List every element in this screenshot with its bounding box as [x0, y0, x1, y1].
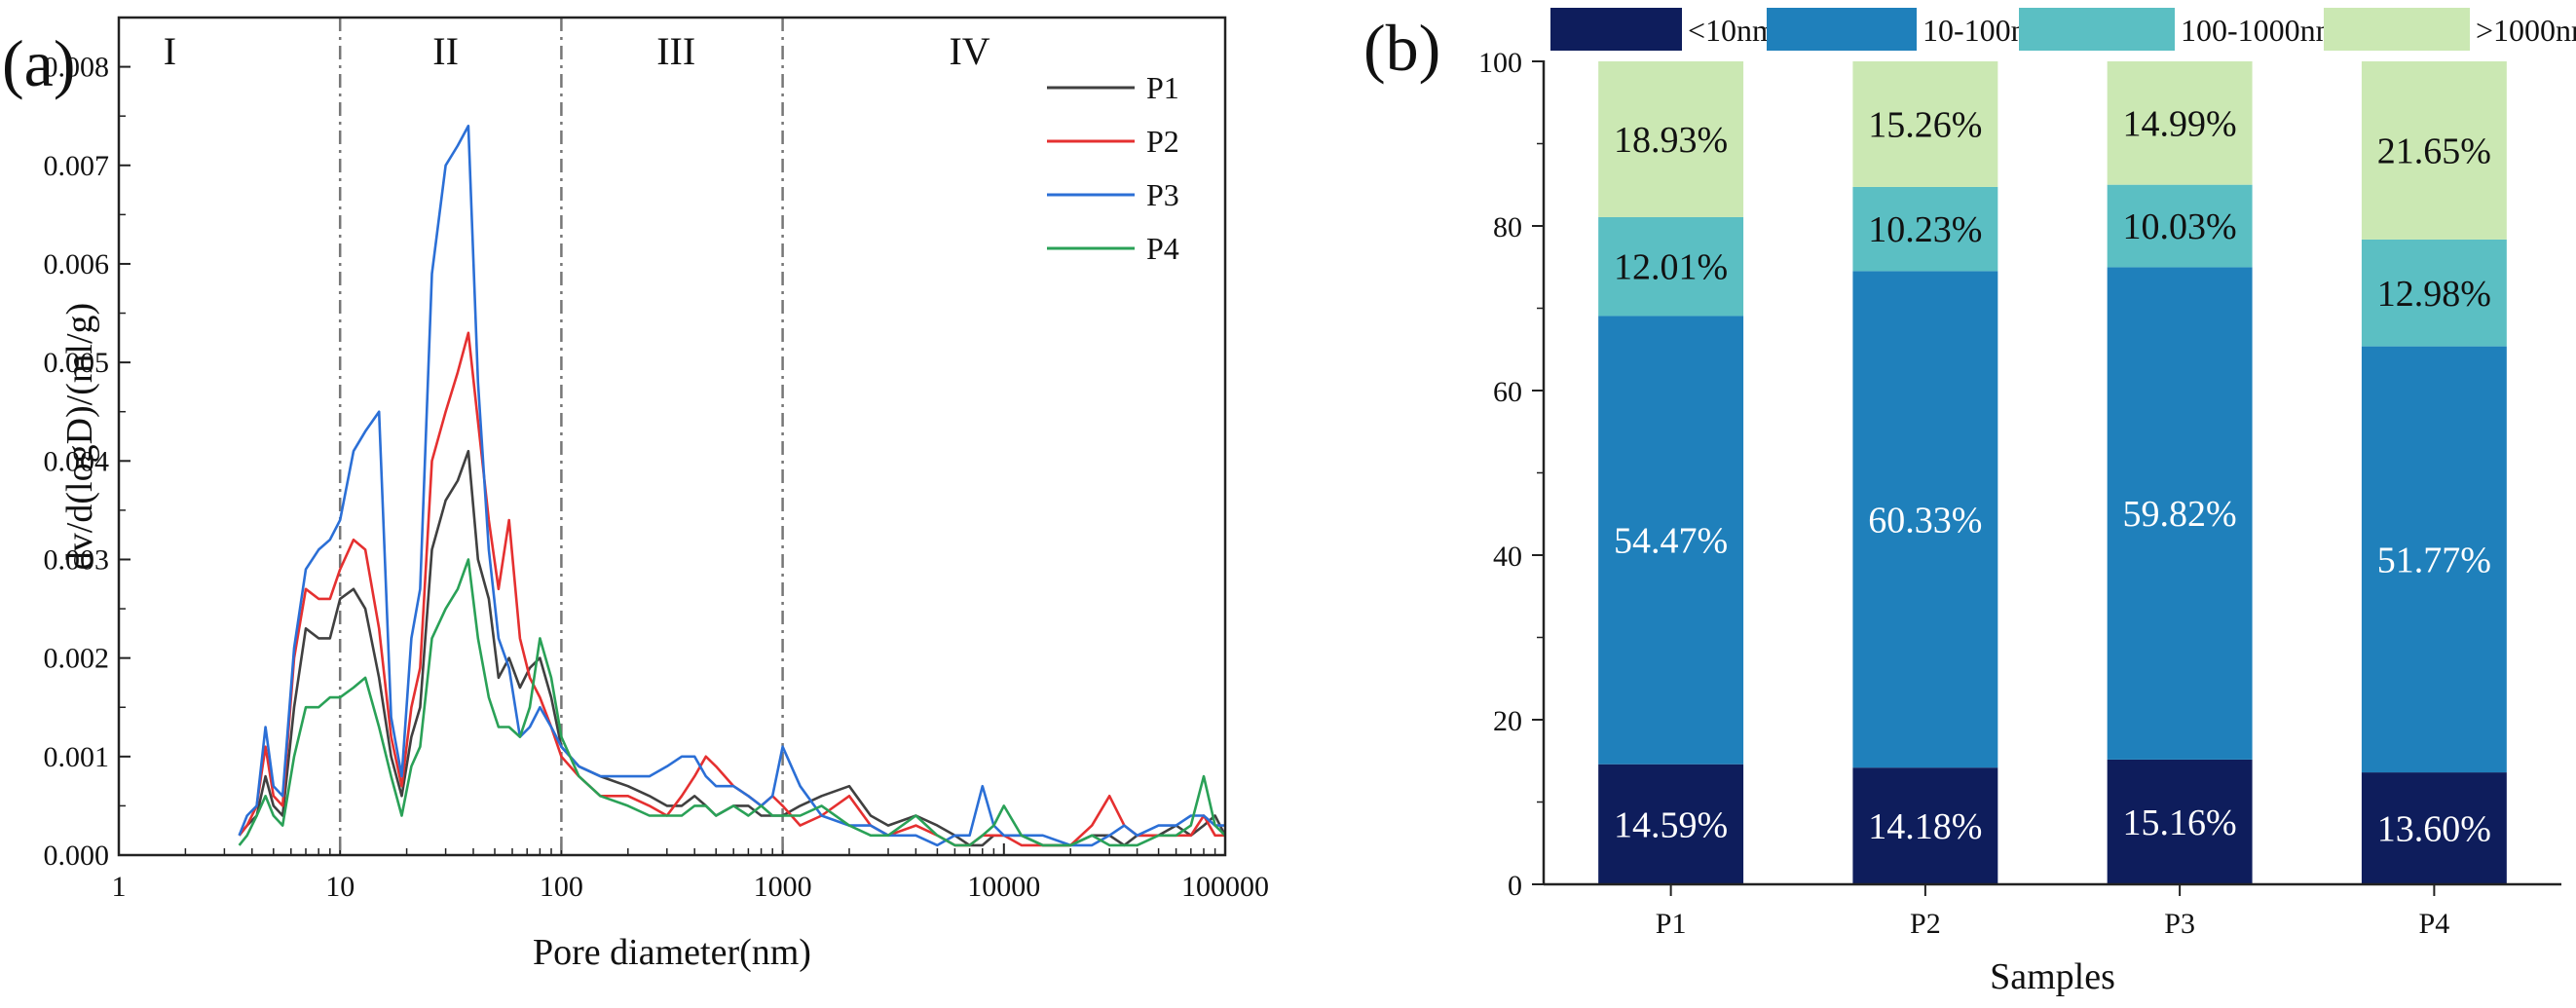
bar-value-label: 21.65%	[2377, 131, 2491, 171]
legend-label-0: <10nm	[1688, 13, 1776, 48]
bar-value-label: 59.82%	[2123, 494, 2237, 535]
bar-value-label: 51.77%	[2377, 540, 2491, 580]
bar-value-label: 60.33%	[1868, 500, 1982, 541]
series-line-P3	[238, 125, 1225, 847]
bar-value-label: 10.23%	[1868, 209, 1982, 250]
bar-segment-P4	[2361, 239, 2507, 347]
legend-label-P2: P2	[1146, 124, 1179, 159]
x-axis-title-b: Samples	[1990, 956, 2115, 997]
legend-label-3: >1000nm	[2476, 13, 2576, 48]
x-tick-label: P2	[1910, 908, 1941, 940]
region-label-III: III	[656, 29, 695, 73]
bar-value-label: 13.60%	[2377, 809, 2491, 850]
bar-value-label: 12.01%	[1614, 247, 1728, 288]
y-tick-label: 60	[1493, 376, 1522, 408]
y-tick-label: 40	[1493, 541, 1522, 573]
bar-segment-P3	[2107, 759, 2253, 884]
bar-segment-P2	[1852, 767, 1998, 884]
bar-segment-P2	[1852, 61, 1998, 187]
bar-value-label: 14.18%	[1868, 806, 1982, 847]
bar-segment-P2	[1852, 186, 1998, 272]
x-tick-label: 1000	[754, 871, 812, 903]
x-tick-label: 10	[325, 871, 355, 903]
y-tick-label: 100	[1478, 47, 1522, 79]
legend-swatch-1	[1767, 8, 1917, 51]
region-labels: I II III IV	[164, 29, 990, 73]
bar-value-label: 10.03%	[2123, 206, 2237, 247]
bar-segment-P4	[2361, 346, 2507, 773]
bar-segment-P2	[1852, 271, 1998, 768]
series-lines	[238, 125, 1227, 847]
y-tick-label: 0.002	[44, 643, 110, 675]
stacked-bars: 14.59% 54.47% 12.01% 18.93% 14.18% 60.33% 10.2…	[1598, 61, 2507, 884]
bar-segment-P4	[2361, 772, 2507, 884]
legend-label-P4: P4	[1146, 231, 1179, 266]
bar-segment-P3	[2107, 61, 2253, 185]
legend-swatch-2	[2019, 8, 2175, 51]
legend-label-P1: P1	[1146, 70, 1179, 105]
legend-swatch-3	[2324, 8, 2470, 51]
bar-segment-P1	[1598, 61, 1744, 217]
y-tick-label: 0.001	[44, 741, 110, 773]
x-axis-title-a: Pore diameter(nm)	[533, 932, 811, 973]
legend-a: P1 P2 P3 P4	[1047, 70, 1179, 266]
bar-value-label: 14.99%	[2123, 103, 2237, 144]
y-tick-label: 0.006	[44, 248, 110, 280]
y-tick-label: 0.007	[44, 150, 110, 182]
region-label-II: II	[432, 29, 459, 73]
bar-value-label: 15.26%	[1868, 104, 1982, 145]
y-tick-label: 0.008	[44, 52, 110, 84]
plot-frame-a	[117, 16, 1227, 857]
bar-value-label: 14.59%	[1614, 804, 1728, 845]
y-tick-label: 0.004	[44, 445, 110, 477]
bar-segment-P3	[2107, 267, 2253, 760]
axes-b: 0 20 40 60 80 100 P1 P2 P3 P4	[1478, 47, 2561, 940]
legend-label-2: 100-1000nm	[2181, 13, 2340, 48]
x-tick-label: P4	[2419, 908, 2450, 940]
bar-segment-P1	[1598, 316, 1744, 765]
y-tick-label: 0	[1508, 870, 1522, 902]
bar-value-label: 54.47%	[1614, 521, 1728, 562]
bar-segment-P1	[1598, 764, 1744, 884]
y-tick-label: 0.003	[44, 543, 110, 576]
y-tick-label: 0.000	[44, 840, 110, 872]
bar-value-label: 18.93%	[1614, 120, 1728, 161]
y-tick-label: 80	[1493, 211, 1522, 243]
y-axis-title-a: dv/d(logD)/(ml/g)	[59, 303, 100, 570]
region-label-I: I	[164, 29, 176, 73]
bar-value-label: 12.98%	[2377, 274, 2491, 315]
panel-b-tag: (b)	[1363, 11, 1440, 85]
panel-a-tag: (a)	[2, 26, 75, 100]
bar-segment-P3	[2107, 184, 2253, 268]
x-tick-label: P1	[1656, 908, 1687, 940]
legend-label-P3: P3	[1146, 177, 1179, 212]
x-tick-label: 100000	[1181, 871, 1269, 903]
x-tick-label: 1	[112, 871, 127, 903]
series-line-P2	[238, 331, 1225, 847]
bar-segment-P1	[1598, 216, 1744, 317]
x-tick-label: 10000	[967, 871, 1040, 903]
legend-swatch-0	[1550, 8, 1682, 51]
x-tick-label: P3	[2164, 908, 2195, 940]
region-dividers	[338, 18, 784, 855]
series-line-P4	[238, 558, 1226, 847]
bar-segment-P4	[2361, 61, 2507, 240]
y-tick-label: 0.005	[44, 347, 110, 379]
x-tick-label: 100	[540, 871, 583, 903]
y-tick-label: 20	[1493, 705, 1522, 737]
x-axis-ticks: 1 10 100 1000 10000 100000 0.000 0.001 0.002 0.00…	[44, 52, 1270, 903]
bar-value-label: 15.16%	[2123, 803, 2237, 843]
region-label-IV: IV	[949, 29, 989, 73]
pore-distribution-line-chart: 1 10 100 1000 10000 100000 0.000 0.001 0.002 0.00…	[44, 16, 1270, 973]
